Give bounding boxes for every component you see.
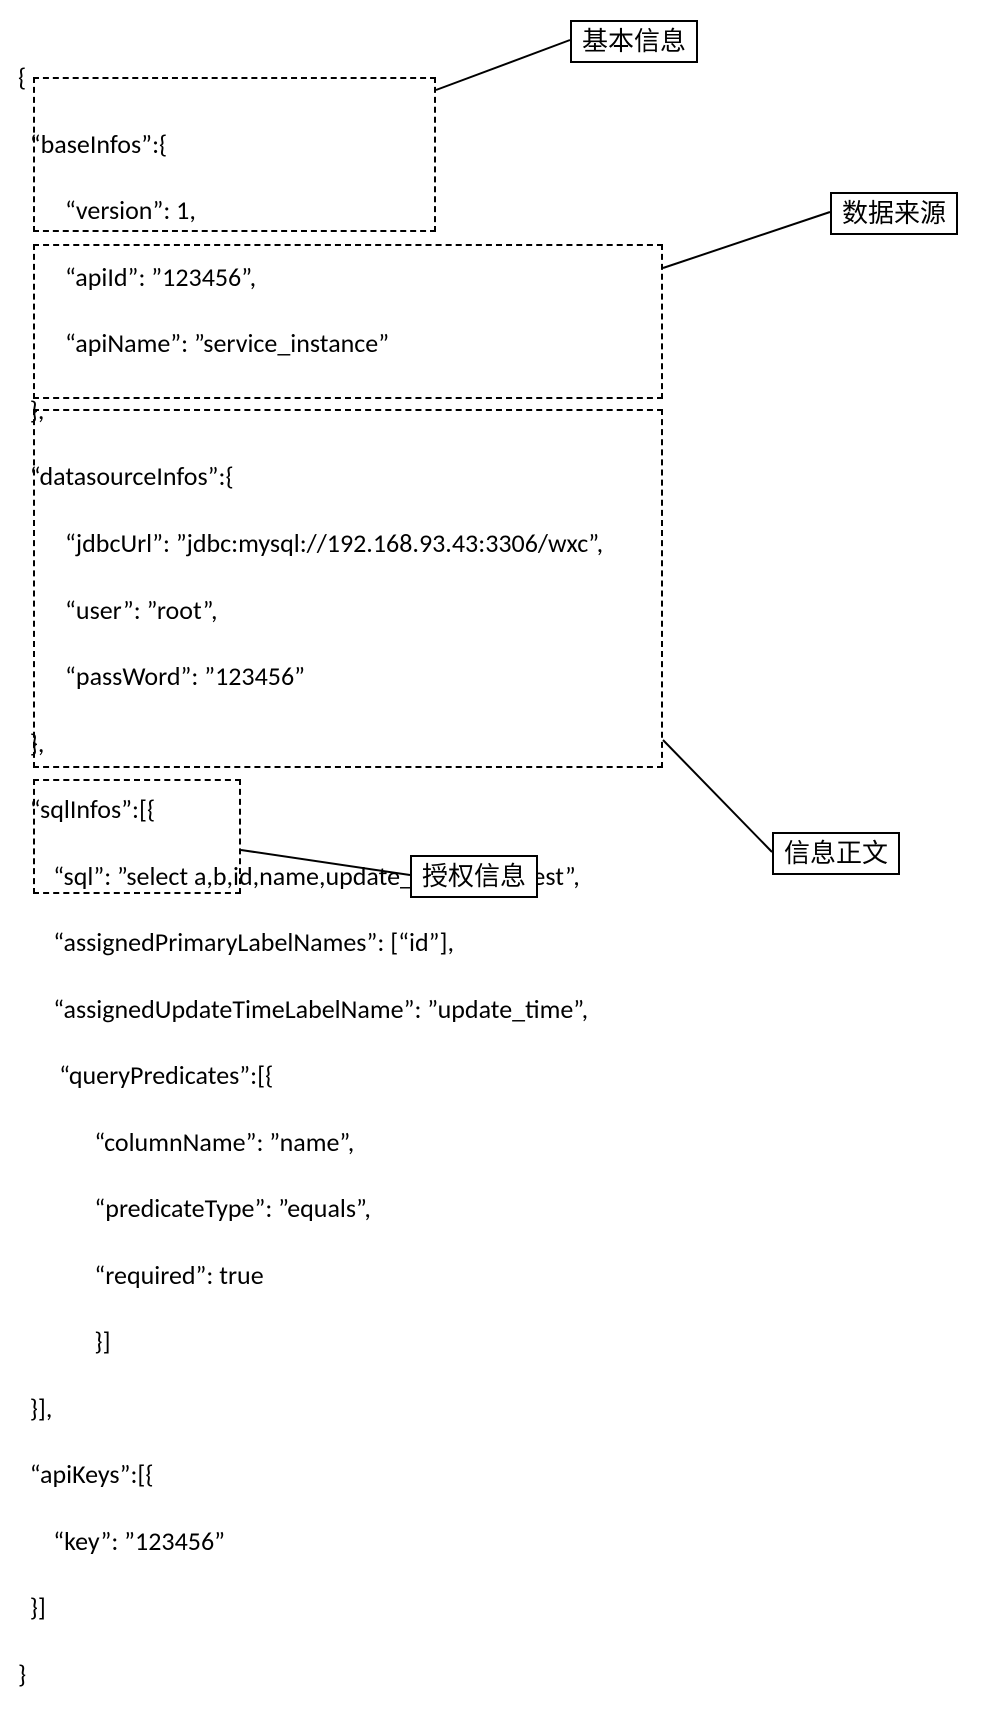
brace-close: } — [18, 1658, 603, 1691]
group-apikeys — [33, 779, 241, 894]
group-datasource — [33, 244, 663, 399]
apikeys-key: “key”: ”123456” — [18, 1525, 603, 1558]
sql-qpclose: }] — [18, 1325, 603, 1358]
label-datasource: 数据来源 — [830, 192, 958, 235]
sql-col: “columnName”: ”name”, — [18, 1126, 603, 1159]
sql-req: “required”: true — [18, 1259, 603, 1292]
sql-pred: “predicateType”: ”equals”, — [18, 1192, 603, 1225]
sql-pk: “assignedPrimaryLabelNames”: [“id”], — [18, 926, 603, 959]
sql-close: }], — [18, 1392, 603, 1425]
sql-ut: “assignedUpdateTimeLabelName”: ”update_t… — [18, 993, 603, 1026]
apikeys-close: }] — [18, 1591, 603, 1624]
label-auth: 授权信息 — [410, 855, 538, 898]
group-sqlinfos — [33, 409, 663, 768]
apikeys-header: “apiKeys”:[{ — [18, 1458, 603, 1491]
label-baseinfo: 基本信息 — [570, 20, 698, 63]
label-body: 信息正文 — [772, 832, 900, 875]
sql-qp: “queryPredicates”:[{ — [18, 1059, 603, 1092]
group-baseinfos — [33, 77, 436, 232]
